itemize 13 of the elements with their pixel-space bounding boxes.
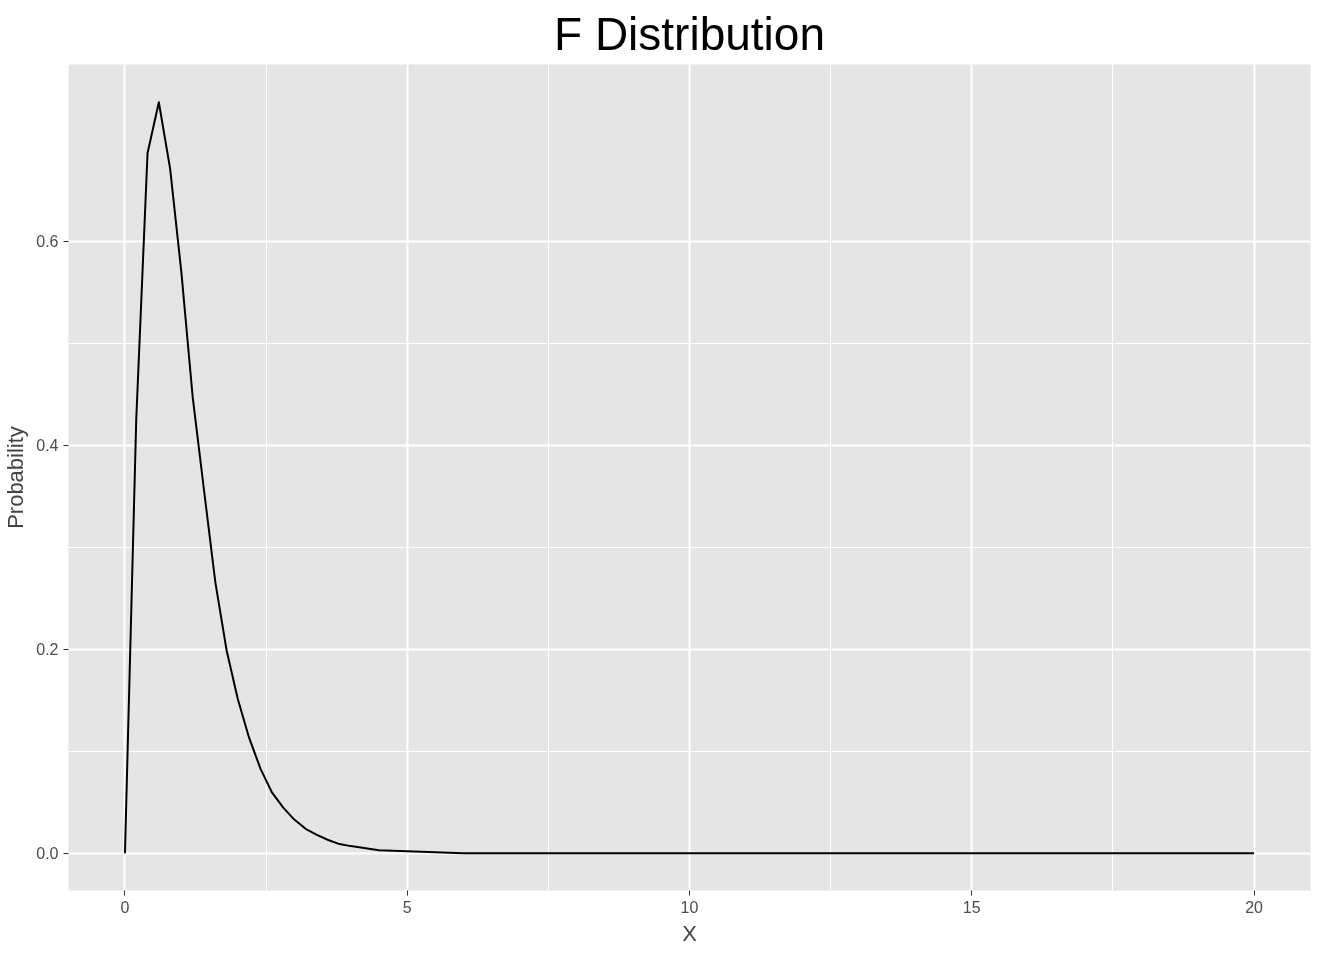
y-axis-title: Probability (3, 426, 29, 529)
x-tick-label: 20 (1245, 898, 1264, 916)
y-tick-label: 0.2 (36, 641, 59, 659)
line-series (123, 101, 1256, 855)
x-tick-label: 0 (120, 898, 130, 916)
x-tick-label: 10 (680, 898, 699, 916)
y-tick-label: 0.6 (36, 233, 59, 251)
x-axis-title: X (682, 920, 698, 946)
x-tick-label: 5 (402, 898, 412, 916)
chart-title: F Distribution (554, 7, 825, 60)
x-tick-label: 15 (962, 898, 981, 916)
y-tick-label: 0.4 (36, 437, 59, 455)
y-tick-label: 0.0 (36, 845, 59, 863)
